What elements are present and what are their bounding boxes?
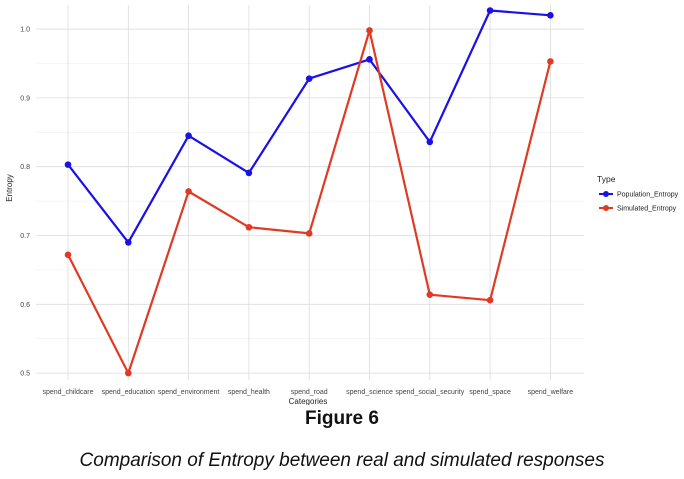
data-point: [366, 27, 373, 34]
x-tick-label: spend_environment: [158, 389, 220, 396]
y-tick-label: 0.7: [20, 233, 30, 240]
y-axis-title: Entropy: [5, 174, 14, 202]
legend-key-point: [603, 191, 609, 197]
data-point: [305, 75, 313, 82]
x-tick-label: spend_social_security: [395, 389, 464, 396]
entropy-line-chart: 0.50.60.70.80.91.0 spend_childcare spend_…: [5, 5, 679, 405]
data-point: [426, 291, 434, 298]
y-tick-label: 0.8: [20, 164, 30, 171]
x-tick-label: spend_welfare: [528, 389, 574, 396]
data-point: [125, 369, 132, 377]
x-tick-label: spend_road: [291, 389, 328, 396]
y-tick-label: 0.9: [20, 95, 30, 102]
legend-title: Type: [597, 174, 616, 184]
data-point: [547, 58, 554, 65]
legend-label: Population_Entropy: [617, 192, 679, 199]
x-tick-label: spend_space: [469, 389, 511, 396]
y-axis-ticks: 0.5 0.6 0.7 0.8 0.9 1.0: [20, 27, 30, 378]
grid: [36, 5, 584, 380]
series: [64, 7, 554, 377]
figure-caption: Comparison of Entropy between real and s…: [79, 450, 605, 471]
x-tick-label: spend_science: [346, 389, 393, 396]
data-point: [366, 56, 373, 63]
data-point: [185, 132, 192, 140]
legend-label: Simulated_Entropy: [617, 206, 677, 213]
x-tick-label: spend_education: [102, 389, 155, 396]
data-point: [486, 296, 494, 304]
data-point: [486, 7, 494, 14]
x-tick-label: spend_childcare: [43, 389, 94, 396]
data-point: [64, 161, 72, 168]
legend: Type Population_Entropy Simulated_Entropy: [597, 174, 679, 213]
data-point: [547, 12, 554, 19]
y-tick-label: 1.0: [20, 27, 30, 34]
data-point: [305, 230, 313, 237]
x-axis-title: Categories: [289, 397, 328, 405]
data-point: [185, 188, 192, 195]
x-axis-ticks: spend_childcare spend_education spend_envi…: [43, 389, 574, 396]
data-point: [426, 138, 434, 146]
data-point: [245, 169, 253, 177]
y-tick-label: 0.6: [20, 302, 30, 309]
figure-label: Figure 6: [305, 408, 379, 429]
x-tick-label: spend_health: [228, 389, 270, 396]
legend-key-point: [603, 205, 609, 211]
data-point: [245, 223, 253, 231]
data-point: [64, 251, 72, 259]
y-tick-label: 0.5: [20, 371, 30, 378]
data-point: [125, 239, 132, 246]
